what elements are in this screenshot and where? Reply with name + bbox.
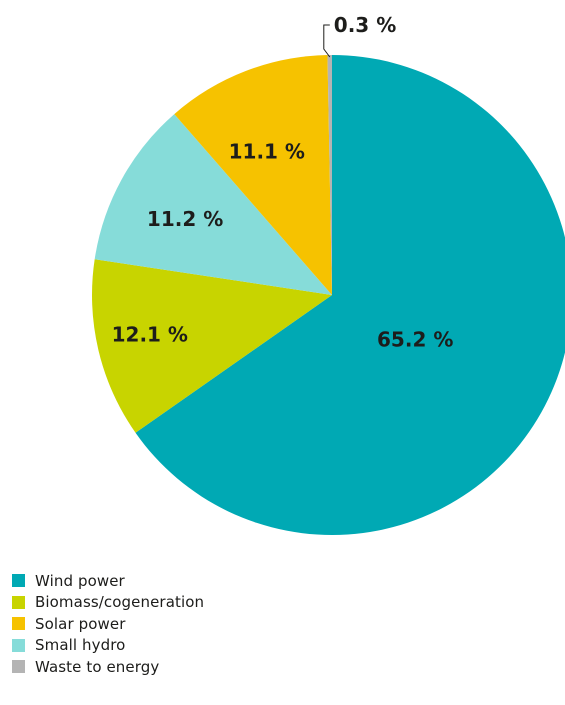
legend-label: Biomass/cogeneration: [35, 593, 205, 612]
legend-swatch: [12, 660, 25, 674]
legend-item: Biomass/cogeneration: [12, 592, 204, 614]
legend-item: Small hydro: [12, 635, 204, 657]
pie-slice-waste-to-energy: [327, 54, 332, 296]
pie-slice-solar-power: [174, 55, 332, 295]
pie-labels: 65.2 % 12.1 % 11.2 % 11.1 % 0.3 %: [112, 13, 454, 351]
slice-label: 0.3 %: [334, 13, 396, 37]
legend-label: Small hydro: [35, 636, 126, 655]
pie-slices: [91, 54, 565, 535]
legend-label: Waste to energy: [35, 657, 160, 676]
legend-item: Solar power: [12, 613, 204, 635]
leader-line: [323, 24, 331, 58]
legend-item: Wind power: [12, 570, 204, 592]
legend-swatch: [12, 574, 25, 588]
pie-slice-wind-power: [135, 55, 565, 535]
slice-label: 12.1 %: [112, 323, 188, 347]
pie-slice-biomass-cogeneration: [91, 259, 332, 433]
slice-label: 65.2 %: [377, 327, 453, 351]
legend-swatch: [12, 595, 25, 609]
legend-label: Solar power: [35, 614, 126, 633]
slice-label: 11.2 %: [147, 207, 223, 231]
legend-swatch: [12, 617, 25, 631]
legend-swatch: [12, 638, 25, 652]
legend-label: Wind power: [35, 571, 125, 590]
pie-slice-small-hydro: [94, 114, 332, 295]
legend: Wind power Biomass/cogeneration Solar po…: [12, 570, 204, 678]
legend-item: Waste to energy: [12, 656, 204, 678]
slice-label: 11.1 %: [229, 140, 305, 164]
